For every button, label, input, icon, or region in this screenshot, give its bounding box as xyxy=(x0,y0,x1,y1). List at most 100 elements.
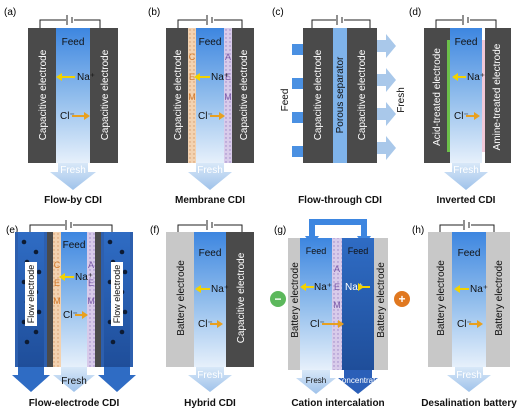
fresh-arrow xyxy=(188,367,232,392)
feed-inlet xyxy=(292,146,303,157)
aem-letter-e: E xyxy=(225,72,231,82)
cem-letter-m: M xyxy=(53,296,61,306)
fresh-label: Fresh xyxy=(61,376,87,387)
cl-label: Cl⁻ xyxy=(198,319,213,330)
flow-channel xyxy=(450,28,482,163)
na-arrow xyxy=(56,73,75,81)
cation-exchange-membrane xyxy=(188,28,196,163)
left-electrode xyxy=(28,28,56,163)
na-arrow xyxy=(195,285,210,293)
cem-letter-e: E xyxy=(189,72,195,82)
right-electrode-label: Battery electrode xyxy=(376,262,387,338)
fresh-arrow xyxy=(296,370,336,394)
na-arrow xyxy=(452,73,466,81)
right-battery-electrode xyxy=(374,238,388,370)
right-electrode-label: Capacitive electrode xyxy=(357,49,368,140)
panel-d-title: Inverted CDI xyxy=(437,195,496,206)
battery-symbol xyxy=(435,15,497,28)
aem-letter-m: M xyxy=(333,300,341,310)
cl-arrow xyxy=(210,320,223,328)
aem-letter-e: E xyxy=(88,278,94,288)
cem-letter-e: E xyxy=(54,278,60,288)
capacitive-electrode xyxy=(226,232,254,367)
panel-c: (c) Feed Capacitive electrode Porous sep… xyxy=(272,7,407,206)
acid-treated-surface xyxy=(447,40,450,152)
amine-treated-surface xyxy=(482,40,485,152)
panel-c-letter: (c) xyxy=(272,7,284,18)
cl-label: Cl⁻ xyxy=(457,319,472,330)
na-arrow xyxy=(454,285,469,293)
left-electrode-label: Capacitive electrode xyxy=(38,49,49,140)
panel-d-letter: (d) xyxy=(409,7,421,18)
panel-d: (d) Acid-treated electrode Amine-treated… xyxy=(409,7,511,206)
right-battery-electrode xyxy=(486,232,510,367)
cation-exchange-membrane xyxy=(53,232,61,367)
cl-arrow xyxy=(466,112,480,120)
na-label: Na⁺ xyxy=(211,284,229,295)
fresh-outlet-arrow xyxy=(377,136,396,160)
right-current-collector xyxy=(95,232,101,367)
fresh-label: Fresh xyxy=(456,370,482,381)
left-electrode xyxy=(424,28,450,163)
fresh-label: Fresh xyxy=(197,165,223,176)
aem-letter-a: A xyxy=(225,52,231,62)
na-arrow xyxy=(59,273,74,281)
positive-terminal xyxy=(394,291,410,307)
fresh-channel xyxy=(300,238,332,370)
cem-letter-m: M xyxy=(188,92,196,102)
panel-e: (e) Flow electrode Flow electrode C E xyxy=(6,220,136,409)
cl-label: Cl⁻ xyxy=(60,111,75,122)
right-flow-electrode-label-box xyxy=(111,262,123,326)
separator-label: Porous separator xyxy=(335,56,346,133)
cem-letter-c: C xyxy=(189,52,196,62)
cl-arrow xyxy=(210,112,225,120)
panel-b: (b) Capacitive electrode Capacitive elec… xyxy=(148,7,254,206)
cl-arrow xyxy=(75,311,88,319)
anion-exchange-membrane xyxy=(87,232,95,367)
feed-inlet xyxy=(292,78,303,89)
left-electrode-label: Battery electrode xyxy=(436,260,447,336)
na-left-label: Na⁺ xyxy=(314,282,332,293)
feed-label: Feed xyxy=(199,248,222,259)
left-electrode-label: Battery electrode xyxy=(290,262,301,338)
right-electrode-label: Flow electrode xyxy=(112,265,122,324)
panel-f: (f) Battery electrode Capacitive electro… xyxy=(150,220,254,409)
feed-label: Feed xyxy=(280,89,291,112)
porous-separator xyxy=(333,28,347,163)
cem-letter-c: C xyxy=(54,260,61,270)
panel-f-title: Hybrid CDI xyxy=(184,398,236,409)
battery-symbol xyxy=(177,15,243,28)
feed-label: Feed xyxy=(63,240,86,251)
na-right-label: Na⁺ xyxy=(345,282,363,293)
right-slurry-outlet-arrow xyxy=(98,367,136,392)
panel-h-title: Desalination battery xyxy=(421,398,517,409)
right-electrode xyxy=(90,28,118,163)
panel-a-title: Flow-by CDI xyxy=(44,195,102,206)
battery-electrode xyxy=(166,232,194,367)
flow-channel xyxy=(452,232,486,367)
concentrate-channel xyxy=(342,238,374,370)
right-electrode-label: Capacitive electrode xyxy=(100,49,111,140)
left-electrode-label: Capacitive electrode xyxy=(313,49,324,140)
feed-inlet xyxy=(292,44,303,55)
fresh-outlet-arrow xyxy=(377,102,396,126)
fresh-arrow xyxy=(444,163,488,190)
na-label: Na⁺ xyxy=(77,72,95,83)
left-electrode xyxy=(303,28,333,163)
feed-inlet xyxy=(292,112,303,123)
flow-channel xyxy=(194,232,226,367)
panel-g-letter: (g) xyxy=(274,225,286,236)
feed-label: Feed xyxy=(199,37,222,48)
cl-label: Cl⁻ xyxy=(198,111,213,122)
aem-letter-m: M xyxy=(224,92,232,102)
na-label: Na⁺ xyxy=(467,72,485,83)
left-electrode-label: Acid-treated electrode xyxy=(432,48,443,146)
flow-channel xyxy=(61,232,87,367)
right-electrode xyxy=(347,28,377,163)
panel-g-title: Cation intercalation xyxy=(291,398,384,409)
panel-h: (h) Battery electrode Battery electrode … xyxy=(412,220,517,409)
fresh-arrow xyxy=(447,367,491,392)
left-electrode xyxy=(166,28,188,163)
right-electrode-label: Capacitive electrode xyxy=(236,252,247,343)
